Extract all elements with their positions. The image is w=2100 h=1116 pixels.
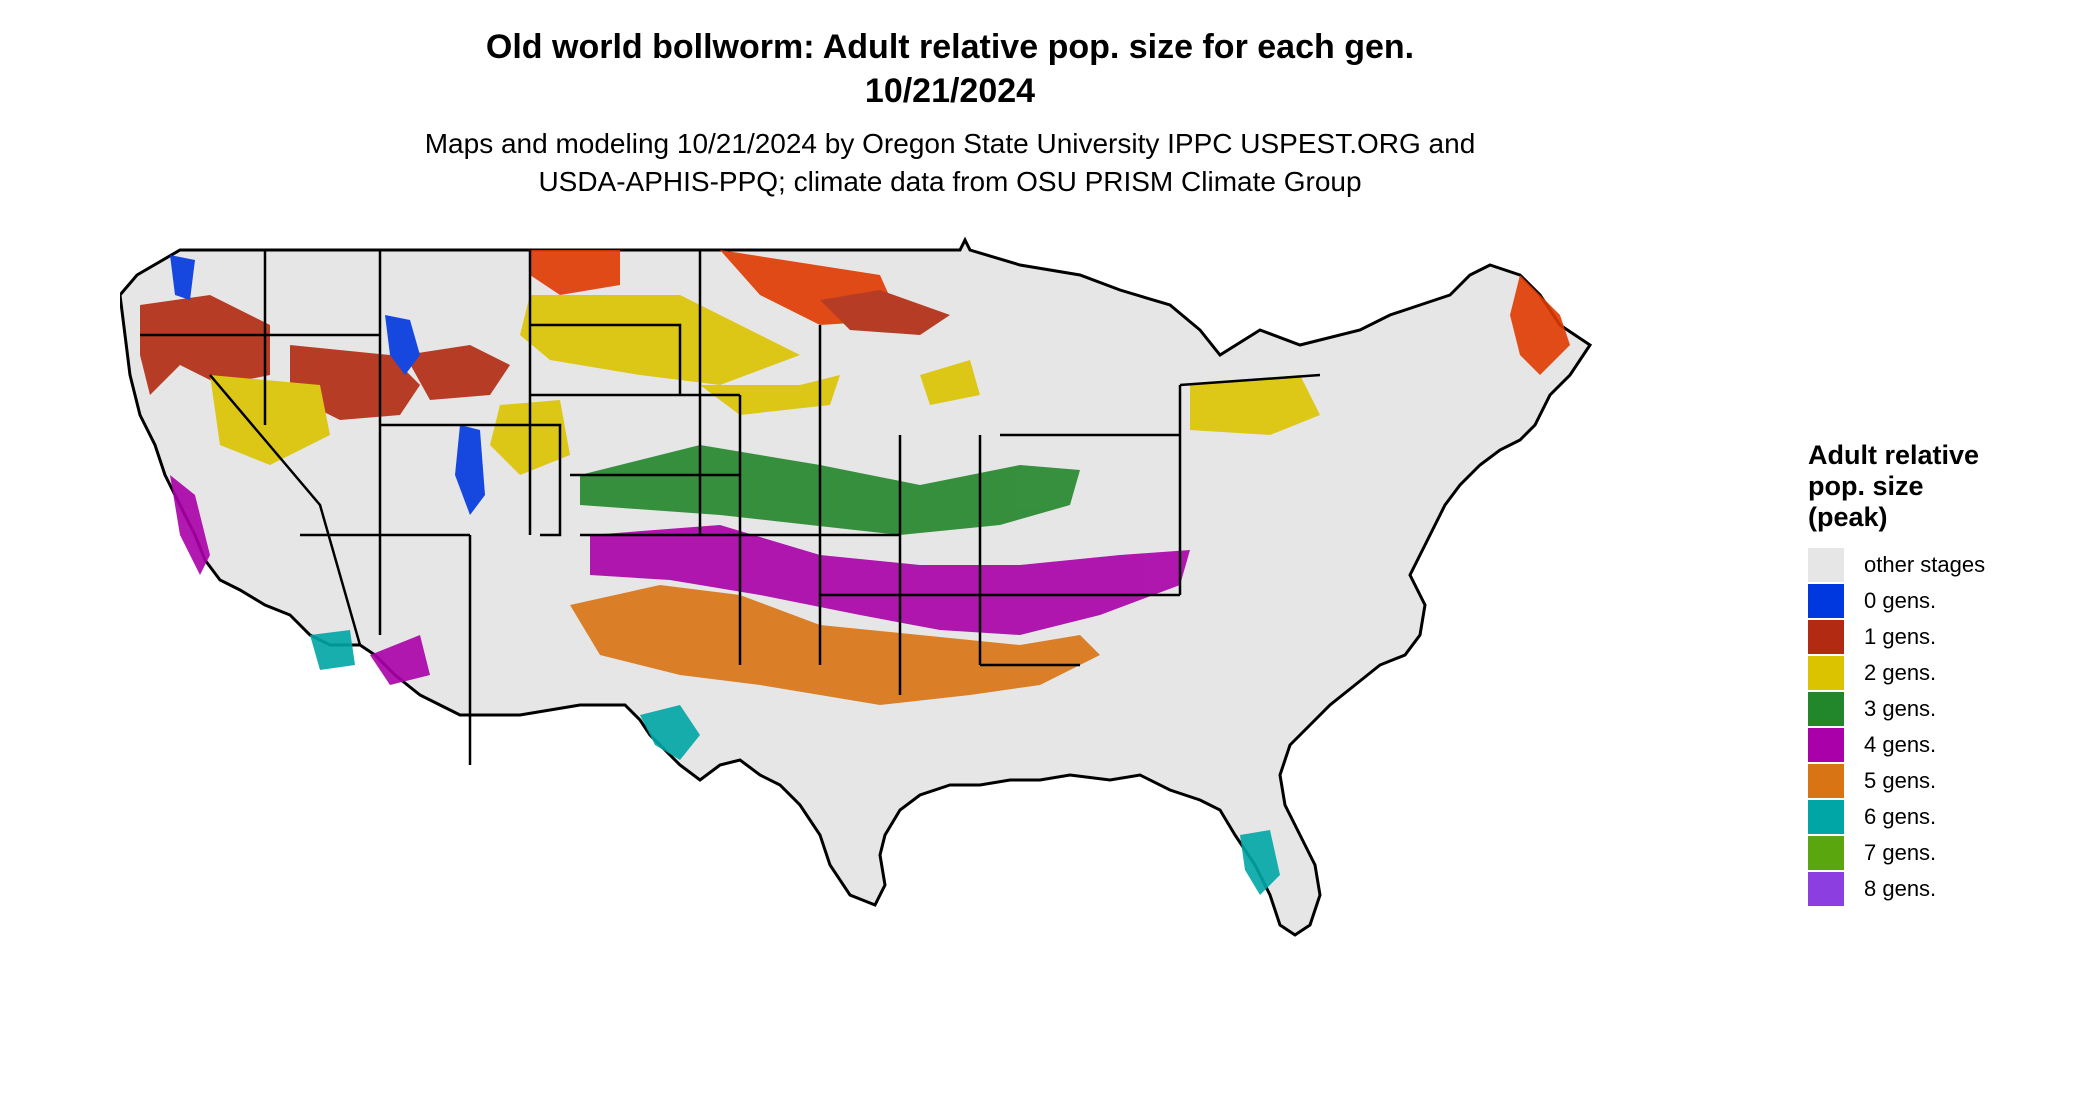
- zone-1-gens-maine: [1510, 275, 1570, 375]
- map-title-date: 10/21/2024: [864, 72, 1036, 110]
- legend-label: 3 gens.: [1864, 696, 1937, 721]
- zone-1-gens-wyoming: [405, 345, 510, 400]
- zone-2-gens-midwest: [700, 375, 840, 415]
- legend-items: other stages 0 gens. 1 gens. 2 gens. 3 gens.…: [1808, 547, 2088, 907]
- legend-title-line: (peak): [1808, 502, 1888, 532]
- zone-0-gens-colorado: [455, 425, 485, 515]
- legend-title-line: Adult relative: [1808, 440, 1980, 470]
- zone-4-gens-southwest: [370, 635, 430, 685]
- legend: Adult relative pop. size (peak) other st…: [1808, 440, 2088, 907]
- legend-item: 8 gens.: [1808, 871, 2088, 907]
- zone-1-gens-north-border: [530, 250, 620, 295]
- zone-1-gens-michigan-up: [820, 290, 950, 335]
- legend-title-line: pop. size: [1808, 471, 1924, 501]
- state-boundaries: [140, 250, 1321, 765]
- zone-6-gens-florida: [1240, 830, 1280, 895]
- legend-label: other stages: [1864, 552, 1986, 577]
- legend-swatch: [1808, 764, 1844, 798]
- legend-item: 1 gens.: [1808, 619, 2088, 655]
- zone-6-gens-texas-coast: [640, 705, 700, 760]
- zone-2-gens-michigan: [920, 360, 980, 405]
- legend-label: 7 gens.: [1864, 840, 1937, 865]
- legend-item: 0 gens.: [1808, 583, 2088, 619]
- legend-label: 6 gens.: [1864, 804, 1937, 829]
- legend-label: 0 gens.: [1864, 588, 1937, 613]
- legend-swatch: [1808, 800, 1844, 834]
- legend-label: 1 gens.: [1864, 624, 1937, 649]
- legend-title: Adult relative pop. size (peak): [1808, 440, 2088, 533]
- legend-swatch: [1808, 872, 1844, 906]
- legend-swatch: [1808, 836, 1844, 870]
- zone-1-gens-northwest: [140, 295, 270, 395]
- legend-swatch: [1808, 692, 1844, 726]
- zone-2-gens-northern-plains: [520, 295, 800, 385]
- legend-label: 5 gens.: [1864, 768, 1937, 793]
- zone-3-gens-kansas-ohio: [580, 445, 1080, 535]
- map-subtitle-line2: USDA-APHIS-PPQ; climate data from OSU PR…: [538, 166, 1362, 197]
- zone-0-gens-cascades: [170, 255, 195, 300]
- legend-swatch: [1808, 728, 1844, 762]
- legend-item: 4 gens.: [1808, 727, 2088, 763]
- zone-6-gens-arizona: [310, 630, 355, 670]
- map-subtitle-line1: Maps and modeling 10/21/2024 by Oregon S…: [424, 128, 1476, 159]
- legend-label: 2 gens.: [1864, 660, 1937, 685]
- legend-swatch: [1808, 584, 1844, 618]
- legend-swatch: [1808, 656, 1844, 690]
- legend-item: 2 gens.: [1808, 655, 2088, 691]
- zone-2-gens-nevada: [210, 375, 330, 465]
- zone-0-gens-rockies: [385, 315, 420, 375]
- us-generation-map: [120, 236, 1593, 937]
- zone-5-gens-gulf: [570, 585, 1100, 705]
- legend-label: 4 gens.: [1864, 732, 1937, 757]
- map-title-line1: Old world bollworm: Adult relative pop. …: [485, 28, 1415, 66]
- generation-zones: [140, 250, 1570, 895]
- legend-item: other stages: [1808, 547, 2088, 583]
- legend-item: 3 gens.: [1808, 691, 2088, 727]
- legend-swatch: [1808, 548, 1844, 582]
- legend-label: 8 gens.: [1864, 876, 1937, 901]
- legend-item: 6 gens.: [1808, 799, 2088, 835]
- zone-4-gens-california: [170, 475, 210, 575]
- legend-item: 5 gens.: [1808, 763, 2088, 799]
- zone-2-gens-new-york: [1190, 375, 1320, 435]
- legend-swatch: [1808, 620, 1844, 654]
- legend-item: 7 gens.: [1808, 835, 2088, 871]
